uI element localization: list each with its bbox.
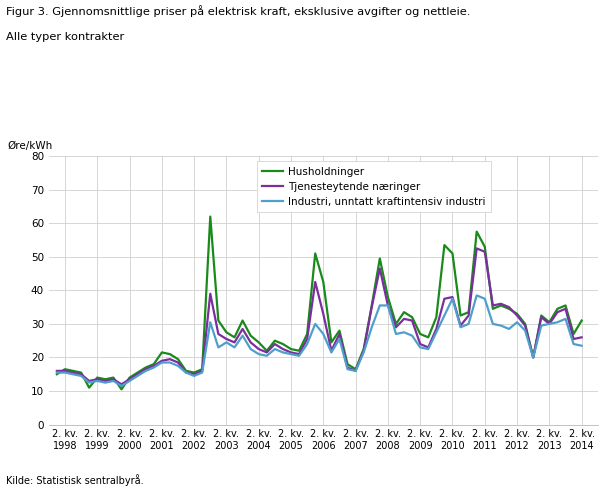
Line: Husholdninger: Husholdninger: [57, 217, 582, 389]
Tjenesteytende næringer: [473, 245, 480, 251]
Line: Industri, unntatt kraftintensiv industri: Industri, unntatt kraftintensiv industri: [57, 295, 582, 386]
Husholdninger: [481, 244, 489, 250]
Husholdninger: [231, 334, 238, 340]
Line: Tjenesteytende næringer: Tjenesteytende næringer: [57, 248, 582, 385]
Tjenesteytende næringer: [287, 349, 295, 355]
Tjenesteytende næringer: [223, 336, 230, 342]
Text: Alle typer kontrakter: Alle typer kontrakter: [6, 32, 124, 41]
Tjenesteytende næringer: [190, 371, 198, 377]
Husholdninger: [53, 371, 60, 377]
Legend: Husholdninger, Tjenesteytende næringer, Industri, unntatt kraftintensiv industri: Husholdninger, Tjenesteytende næringer, …: [257, 162, 491, 212]
Text: Øre/kWh: Øre/kWh: [8, 141, 53, 151]
Industri, unntatt kraftintensiv industri: [287, 351, 295, 357]
Husholdninger: [304, 331, 311, 337]
Husholdninger: [118, 386, 125, 392]
Tjenesteytende næringer: [481, 249, 489, 255]
Industri, unntatt kraftintensiv industri: [190, 373, 198, 379]
Industri, unntatt kraftintensiv industri: [53, 369, 60, 375]
Tjenesteytende næringer: [295, 351, 303, 357]
Text: Figur 3. Gjennomsnittlige priser på elektrisk kraft, eksklusive avgifter og nett: Figur 3. Gjennomsnittlige priser på elek…: [6, 5, 470, 17]
Husholdninger: [295, 348, 303, 354]
Industri, unntatt kraftintensiv industri: [473, 292, 480, 298]
Tjenesteytende næringer: [578, 334, 586, 340]
Tjenesteytende næringer: [93, 376, 101, 382]
Husholdninger: [578, 318, 586, 324]
Text: Kilde: Statistisk sentralbyrå.: Kilde: Statistisk sentralbyrå.: [6, 474, 144, 486]
Industri, unntatt kraftintensiv industri: [118, 383, 125, 389]
Industri, unntatt kraftintensiv industri: [93, 378, 101, 384]
Industri, unntatt kraftintensiv industri: [223, 340, 230, 346]
Industri, unntatt kraftintensiv industri: [481, 296, 489, 302]
Husholdninger: [93, 375, 101, 381]
Tjenesteytende næringer: [53, 368, 60, 374]
Husholdninger: [207, 214, 214, 220]
Husholdninger: [190, 369, 198, 375]
Industri, unntatt kraftintensiv industri: [578, 343, 586, 348]
Tjenesteytende næringer: [118, 382, 125, 387]
Industri, unntatt kraftintensiv industri: [295, 353, 303, 359]
